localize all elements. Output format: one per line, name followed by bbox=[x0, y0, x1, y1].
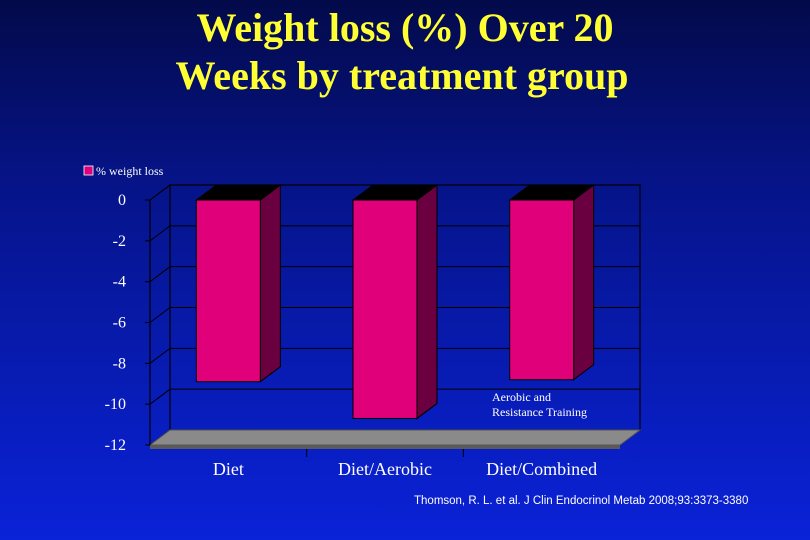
x-tick-label: Diet bbox=[213, 459, 244, 479]
annotation-line-1: Aerobic and bbox=[492, 390, 551, 404]
x-axis: Diet Diet/Aerobic Diet/Combined bbox=[213, 449, 597, 479]
y-tick-label: -8 bbox=[113, 355, 126, 372]
bar-top bbox=[194, 184, 282, 201]
chart-title: Weight loss (%) Over 20 Weeks by treatme… bbox=[0, 4, 810, 100]
y-tick-label: 0 bbox=[118, 192, 126, 209]
title-line-2: Weeks by treatment group bbox=[175, 53, 629, 98]
bar bbox=[351, 184, 439, 420]
gridline bbox=[149, 388, 640, 405]
gridline bbox=[149, 266, 640, 283]
chart-floor-top bbox=[148, 429, 642, 446]
bar-side bbox=[416, 184, 438, 420]
y-tick-label: -2 bbox=[113, 233, 126, 250]
annotation-line-2: Resistance Training bbox=[492, 405, 587, 419]
bar bbox=[508, 184, 596, 381]
bar-side bbox=[573, 184, 595, 381]
x-tick-label: Diet/Combined bbox=[486, 459, 597, 479]
gridline bbox=[149, 307, 640, 323]
x-tick-label: Diet/Aerobic bbox=[338, 459, 432, 479]
gridline bbox=[149, 347, 640, 364]
chart-floor bbox=[148, 429, 642, 449]
bar-front bbox=[195, 199, 261, 383]
y-tick-label: -10 bbox=[105, 396, 126, 413]
y-tick-label: -6 bbox=[113, 315, 126, 332]
bar-top bbox=[351, 184, 439, 201]
chart-annotation: Aerobic and Resistance Training bbox=[492, 390, 587, 419]
y-tick-label: -12 bbox=[105, 437, 126, 454]
legend-label: % weight loss bbox=[96, 164, 164, 178]
gridline bbox=[149, 184, 640, 201]
bar-top bbox=[508, 184, 596, 201]
chart-bars bbox=[194, 184, 596, 420]
bar-front bbox=[509, 199, 575, 381]
chart-legend: % weight loss bbox=[83, 164, 164, 178]
bar bbox=[194, 184, 282, 383]
chart-grid bbox=[149, 184, 641, 446]
legend-swatch bbox=[83, 165, 94, 176]
gridline bbox=[149, 225, 640, 242]
y-axis: 0 -2 -4 -6 -8 -10 -12 bbox=[105, 192, 151, 454]
y-tick-label: -4 bbox=[113, 274, 126, 291]
chart-floor-edge bbox=[150, 445, 620, 449]
title-line-1: Weight loss (%) Over 20 bbox=[196, 5, 614, 50]
bar-side bbox=[259, 184, 281, 383]
bar-front bbox=[352, 199, 418, 419]
citation: Thomson, R. L. et al. J Clin Endocrinol … bbox=[414, 495, 749, 507]
